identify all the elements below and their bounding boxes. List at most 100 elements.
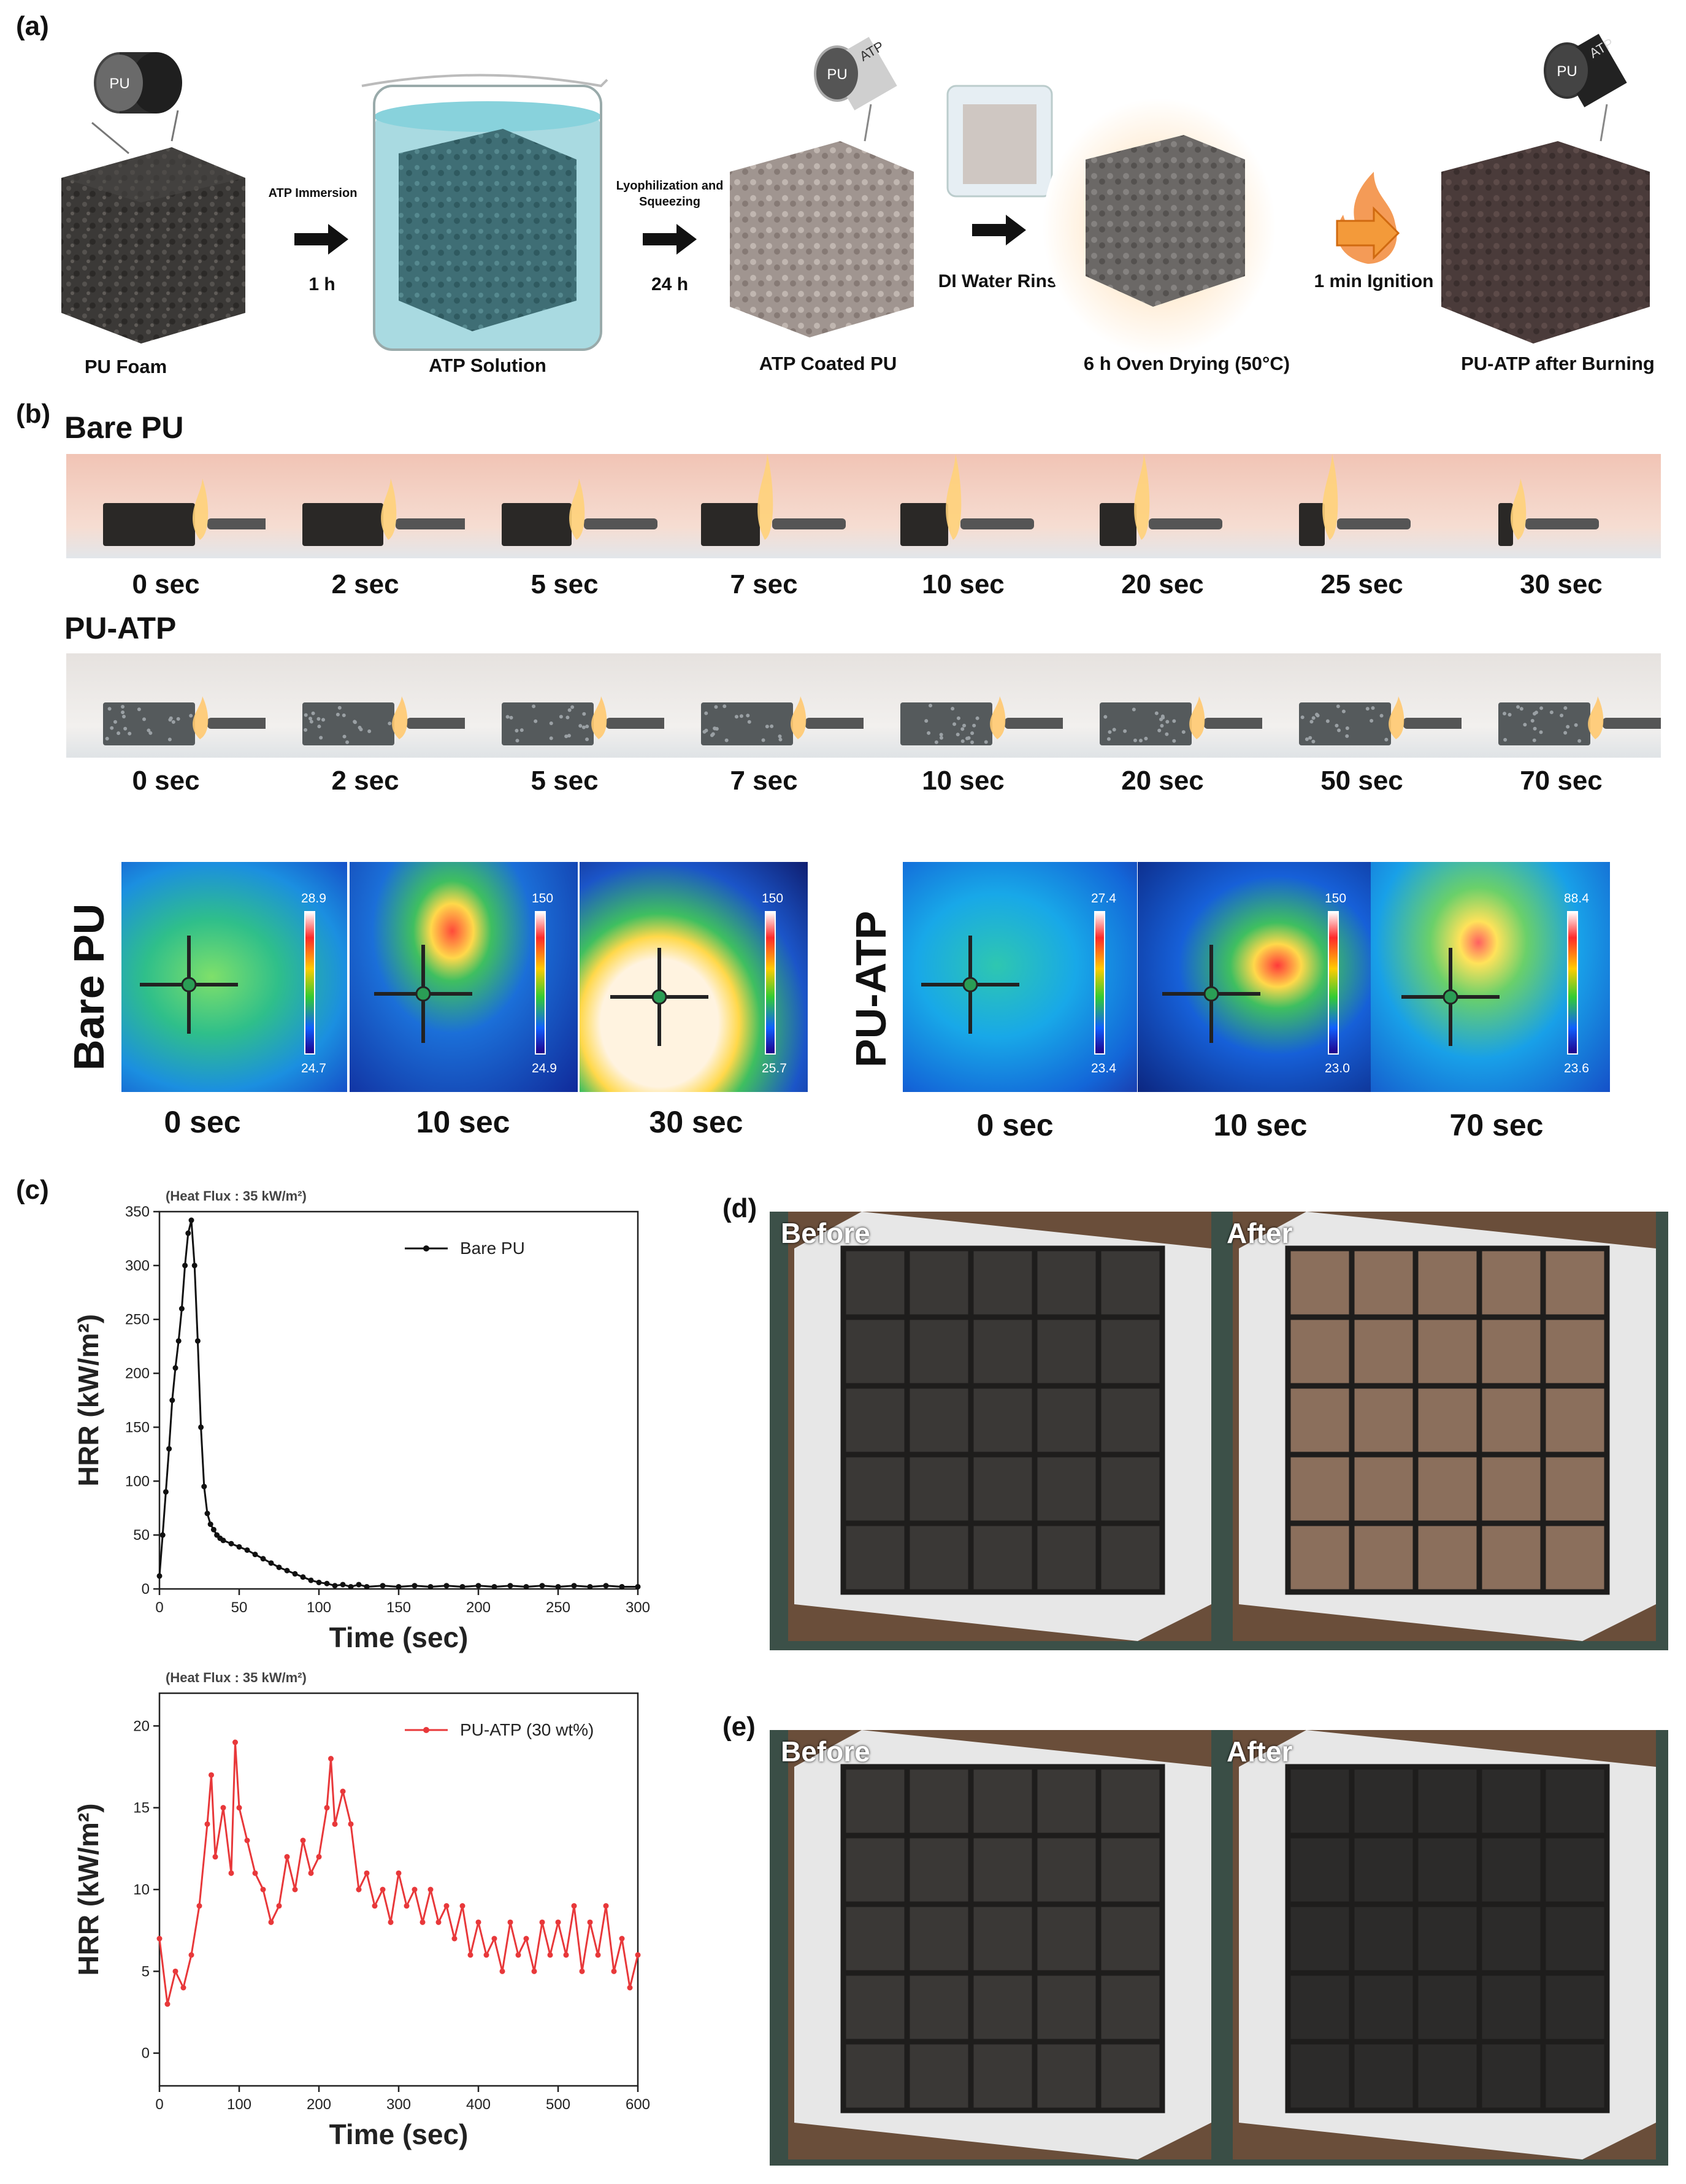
data-point — [428, 1584, 434, 1590]
data-point — [388, 1920, 394, 1925]
right-arrow-icon — [294, 221, 350, 258]
data-point — [269, 1560, 274, 1566]
data-point — [364, 1871, 370, 1876]
data-point — [293, 1887, 298, 1893]
plot-frame — [159, 1212, 638, 1589]
data-point — [253, 1551, 258, 1557]
time-label: 0 sec — [66, 569, 266, 600]
data-point — [221, 1805, 226, 1810]
y-tick-label: 0 — [142, 2045, 150, 2062]
burn-frame — [465, 454, 664, 558]
data-point — [484, 1952, 489, 1958]
step-label: ATP Coated PU — [705, 353, 951, 375]
panel-d-label: (d) — [722, 1193, 757, 1224]
scale-min-value: 23.4 — [1091, 1061, 1116, 1076]
data-point — [269, 1920, 274, 1925]
data-point — [476, 1583, 481, 1588]
x-tick-label: 400 — [466, 2096, 491, 2113]
hrr-chart-pu-atp: (Heat Flux : 35 kW/m²)0 100 200 300 400 500 60… — [55, 1669, 669, 2178]
burn-frame — [66, 454, 266, 558]
pu-atp-row-title: PU-ATP — [64, 610, 176, 646]
data-point — [540, 1583, 545, 1588]
thermal-image: 150 24.9 — [350, 862, 578, 1092]
data-point — [572, 1583, 577, 1588]
data-point — [301, 1574, 306, 1580]
data-point — [173, 1969, 178, 1974]
data-point — [524, 1584, 529, 1590]
scale-min-value: 24.7 — [301, 1061, 326, 1076]
data-point — [348, 1584, 354, 1590]
scale-max-value: 27.4 — [1091, 891, 1116, 906]
data-point — [404, 1903, 410, 1909]
data-point — [324, 1805, 330, 1810]
x-tick-label: 300 — [386, 2096, 411, 2113]
data-point — [500, 1969, 505, 1974]
y-tick-label: 50 — [133, 1527, 150, 1544]
data-point — [428, 1887, 434, 1893]
y-axis-label: HRR (kW/m²) — [72, 1314, 104, 1486]
burn-frame — [664, 454, 864, 558]
burn-frame — [864, 454, 1063, 558]
x-axis-label: Time (sec) — [329, 1621, 469, 1653]
y-tick-label: 150 — [125, 1419, 150, 1436]
burn-frame — [1262, 653, 1462, 758]
data-point — [211, 1527, 216, 1532]
data-point — [176, 1338, 182, 1344]
after-label: After — [1227, 1735, 1292, 1768]
thermal-time-label: 10 sec — [1156, 1107, 1365, 1143]
scale-max-value: 150 — [762, 891, 783, 906]
legend-marker — [423, 1727, 429, 1733]
panel-c-label: (c) — [16, 1175, 49, 1205]
x-tick-label: 50 — [231, 1599, 248, 1616]
data-point — [229, 1871, 234, 1876]
data-point — [237, 1805, 242, 1810]
data-point — [540, 1920, 545, 1925]
y-tick-label: 0 — [142, 1581, 150, 1598]
scale-min-value: 23.6 — [1564, 1061, 1589, 1076]
data-point — [396, 1584, 402, 1590]
data-point — [380, 1583, 386, 1588]
data-point — [588, 1920, 593, 1925]
time-label: 7 sec — [664, 569, 864, 600]
time-label: 2 sec — [266, 569, 465, 600]
data-point — [237, 1544, 242, 1550]
step-label: PU-ATP after Burning — [1435, 353, 1680, 375]
burn-frame — [266, 653, 465, 758]
data-point — [412, 1887, 418, 1893]
burn-frame — [1462, 653, 1661, 758]
data-point — [340, 1582, 346, 1587]
data-point — [182, 1263, 188, 1268]
burn-frame — [1063, 653, 1262, 758]
bare-pu-row-title: Bare PU — [64, 410, 184, 445]
data-point — [308, 1577, 314, 1583]
data-point — [444, 1583, 450, 1588]
scale-min-value: 24.9 — [532, 1061, 557, 1076]
data-point — [508, 1920, 513, 1925]
data-point — [604, 1903, 609, 1909]
data-point — [261, 1556, 266, 1561]
before-sample-image — [788, 1730, 1211, 2159]
data-point — [277, 1903, 282, 1909]
data-point — [556, 1920, 561, 1925]
legend-label: PU-ATP (30 wt%) — [460, 1720, 594, 1739]
data-point — [627, 1985, 633, 1991]
x-tick-label: 100 — [227, 2096, 251, 2113]
data-point — [229, 1541, 234, 1547]
time-label: 5 sec — [465, 569, 664, 600]
time-label: 70 sec — [1462, 766, 1661, 796]
color-scale-bar — [765, 911, 776, 1055]
data-point — [372, 1903, 378, 1909]
data-point — [611, 1969, 617, 1974]
y-tick-label: 200 — [125, 1366, 150, 1382]
time-label: 7 sec — [664, 766, 864, 796]
data-point — [324, 1581, 330, 1586]
x-tick-label: 100 — [307, 1599, 331, 1616]
scale-max-value: 150 — [532, 891, 553, 906]
pu-tag: PU — [109, 75, 129, 92]
scale-max-value: 88.4 — [1564, 891, 1589, 906]
color-scale-bar — [304, 911, 315, 1055]
thermal-bare-pu-title: Bare PU — [64, 904, 113, 1071]
pu-atp-time-labels: 0 sec 2 sec 5 sec 7 sec 10 sec 20 sec 50… — [66, 766, 1661, 796]
data-point — [572, 1903, 577, 1909]
data-point — [516, 1952, 521, 1958]
